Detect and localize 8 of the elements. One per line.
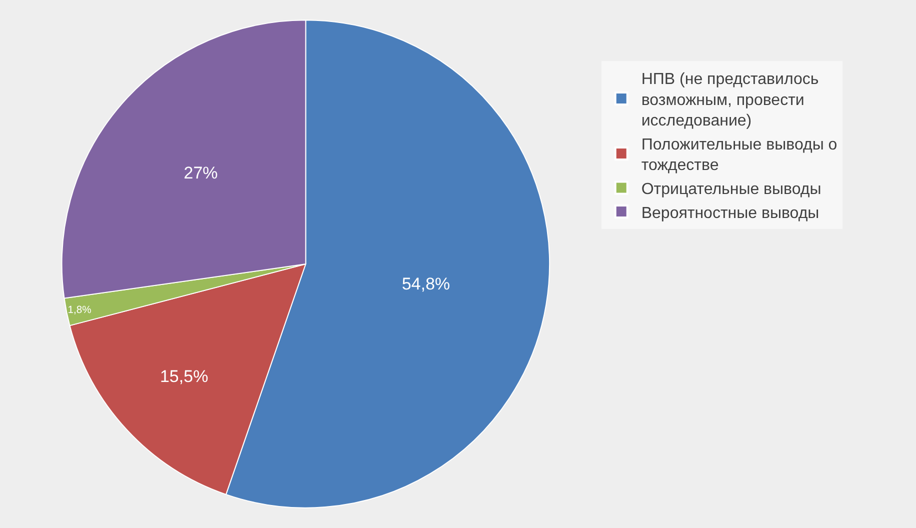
data-label: 15,5% [160,367,208,386]
legend-label: Положительные выводы о тождестве [641,136,838,174]
legend-label: Вероятностные выводы [641,204,820,222]
legend-label: НПВ (не представилось возможным, провести исследование) [641,70,819,130]
data-label: 54,8% [402,274,450,294]
data-label: 27% [184,163,218,182]
legend-label: Отрицательные выводы [641,180,822,198]
data-label: 1,8% [68,304,92,316]
